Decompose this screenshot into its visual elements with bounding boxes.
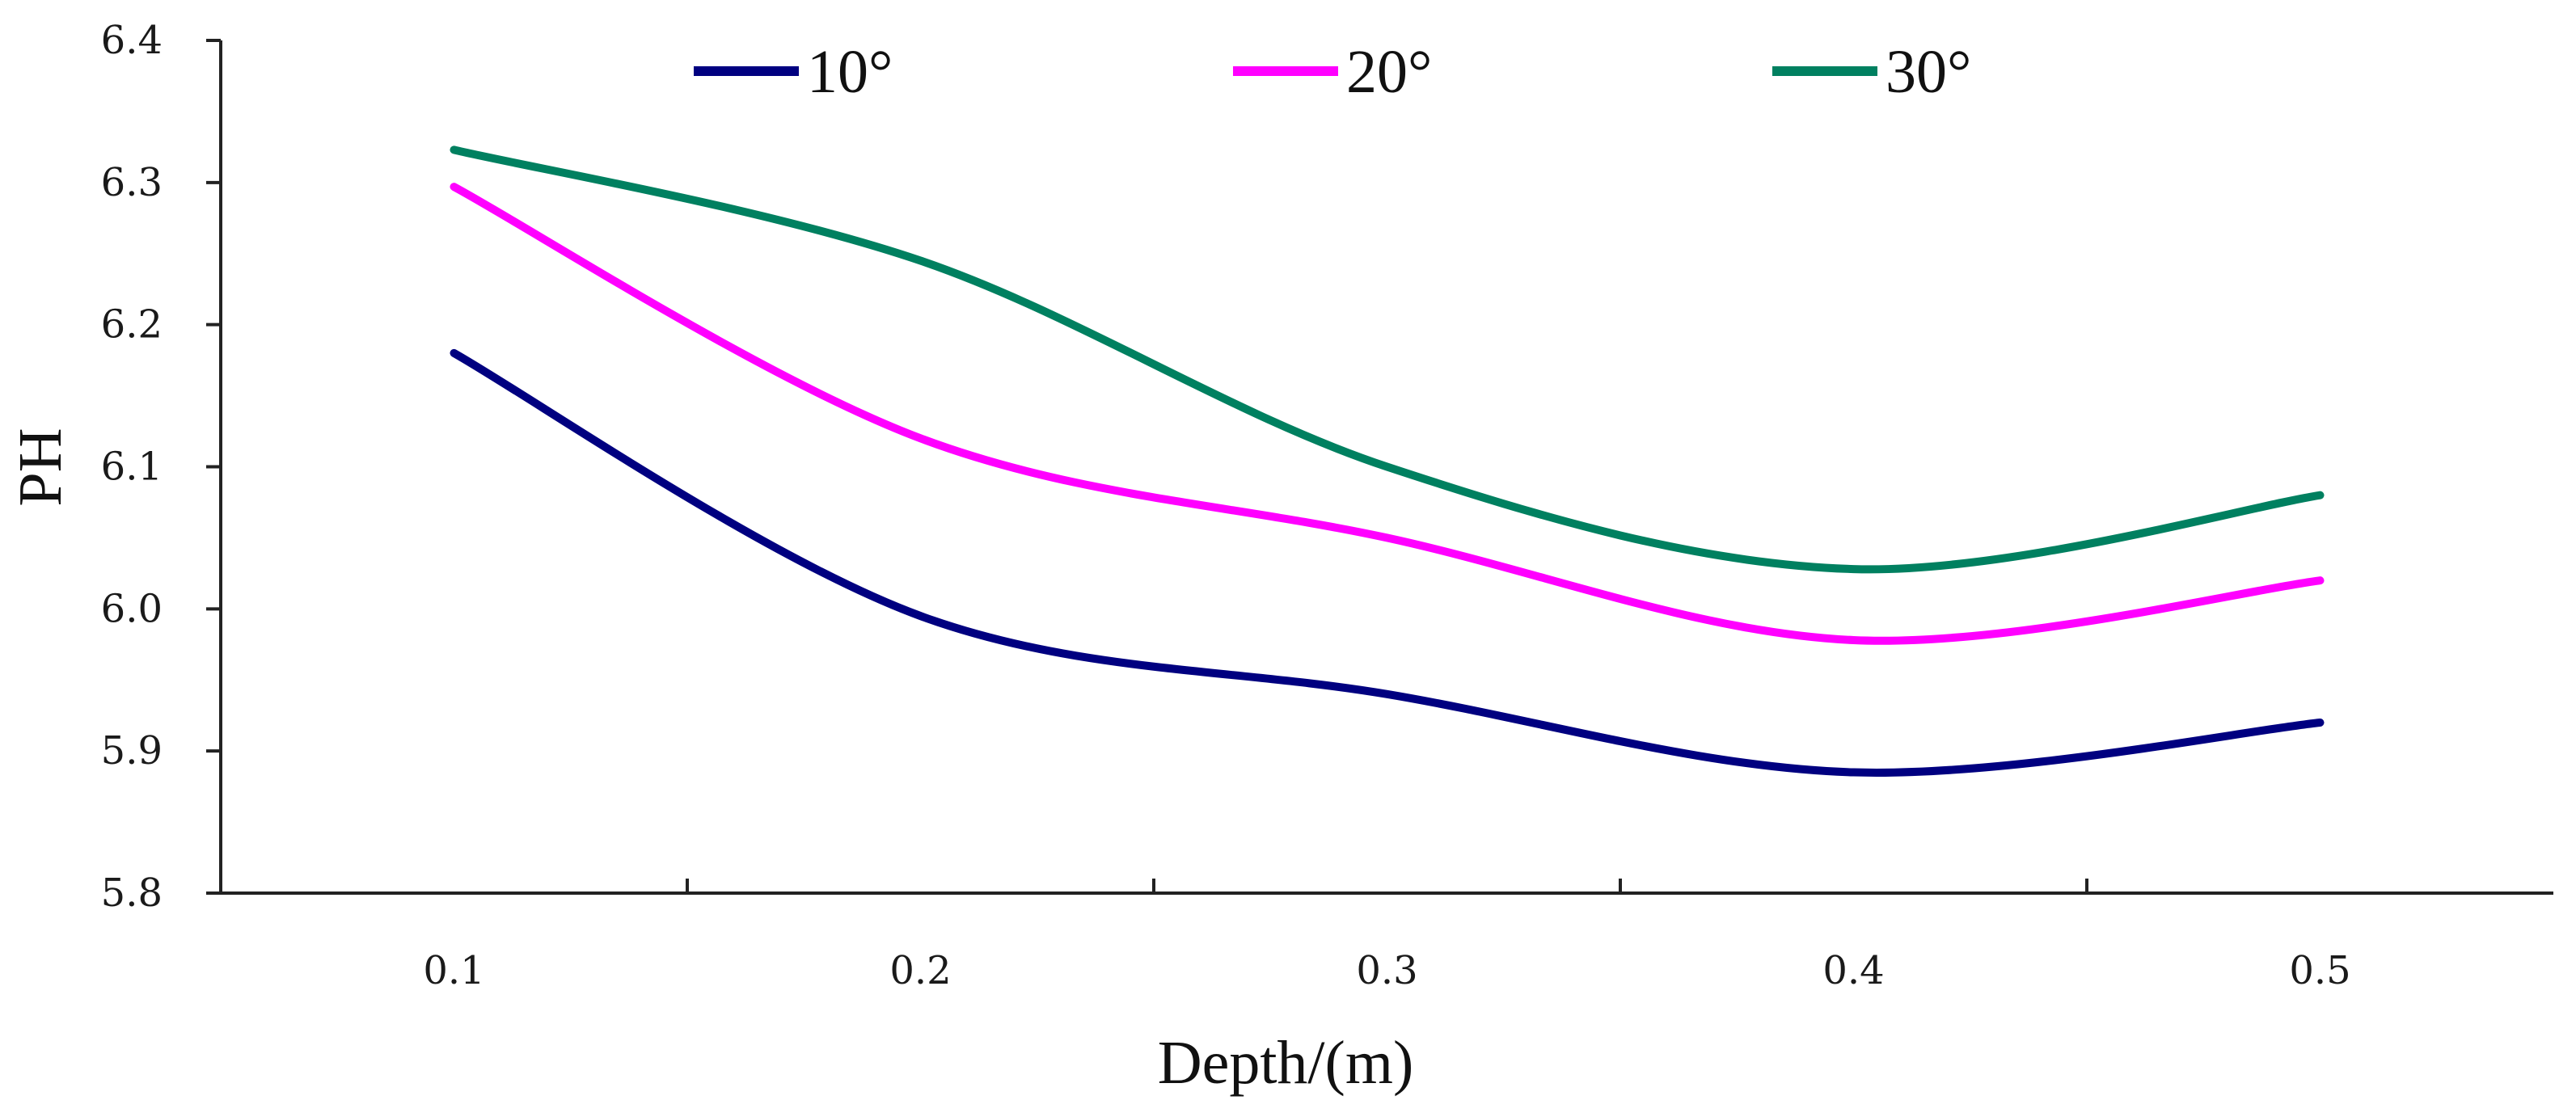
y-tick-label: 6.1 — [101, 445, 163, 490]
legend-label-3: 30° — [1886, 38, 1971, 106]
y-tick-label: 6.0 — [101, 586, 163, 631]
x-tick-label: 0.4 — [1822, 948, 1884, 993]
x-tick-label: 0.1 — [423, 948, 484, 993]
y-tick-label: 6.4 — [101, 18, 163, 63]
x-tick-label: 0.3 — [1356, 948, 1417, 993]
x-ticks: 0.1 0.2 0.3 0.4 0.5 — [423, 879, 2351, 993]
series-line-1 — [450, 348, 2325, 777]
legend-label-2: 20° — [1346, 38, 1432, 106]
x-tick-label: 0.5 — [2289, 948, 2350, 993]
y-tick-label: 5.8 — [101, 870, 163, 916]
series-group — [450, 145, 2325, 777]
legend: 10° 20° 30° — [694, 38, 1971, 106]
y-axis-title: PH — [6, 428, 74, 506]
y-ticks: 5.8 5.9 6.0 6.1 6.2 6.3 6.4 — [101, 18, 221, 916]
x-axis-title: Depth/(m) — [1158, 1029, 1414, 1097]
x-tick-label: 0.2 — [889, 948, 951, 993]
y-tick-label: 6.3 — [101, 160, 163, 205]
series-line-2 — [450, 183, 2325, 645]
legend-label-1: 10° — [807, 38, 893, 106]
series-line-3 — [450, 145, 2325, 574]
y-tick-label: 6.2 — [101, 302, 163, 348]
y-tick-label: 5.9 — [101, 728, 163, 773]
